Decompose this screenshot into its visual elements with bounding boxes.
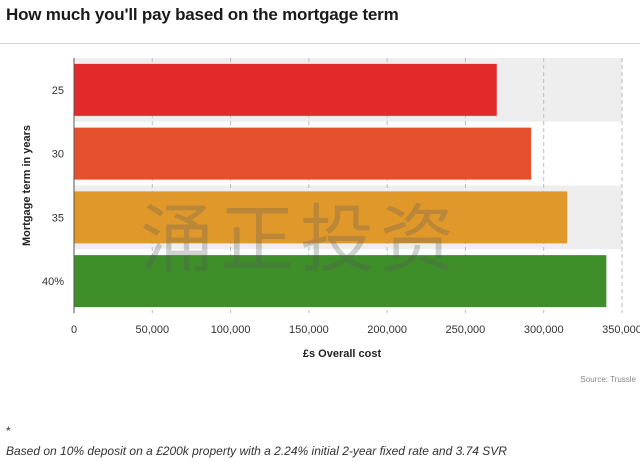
bar-35 — [74, 191, 568, 244]
x-tick-label: 250,000 — [446, 324, 486, 336]
x-tick-labels: 0 50,000 100,000 150,000 200,000 250,000 300,0… — [71, 324, 640, 336]
y-axis-title: Mortgage term in years — [21, 125, 33, 246]
x-tick-label: 100,000 — [211, 324, 251, 336]
x-axis-title: £s Overall cost — [303, 348, 382, 360]
x-tick-label: 300,000 — [524, 324, 564, 336]
footnote-marker: * — [6, 424, 11, 438]
y-tick-label: 30 — [52, 149, 64, 161]
x-tick-label: 50,000 — [135, 324, 169, 336]
y-tick-labels: 25 30 35 40% — [42, 85, 64, 288]
x-tick-label: 0 — [71, 324, 77, 336]
source-note: Source: Trussle — [580, 375, 636, 384]
x-tick-label: 150,000 — [289, 324, 329, 336]
y-tick-label: 35 — [52, 212, 64, 224]
bar-40% — [74, 255, 607, 308]
bar-30 — [74, 127, 532, 180]
title-divider — [0, 43, 640, 44]
chart-title: How much you'll pay based on the mortgag… — [6, 5, 399, 24]
y-tick-label: 25 — [52, 85, 64, 97]
y-tick-label: 40% — [42, 276, 64, 288]
bar-chart: 25 30 35 40% 0 50,000 100,000 150,000 200,000 25… — [21, 58, 640, 360]
bar-25 — [74, 63, 497, 116]
footnote-text: Based on 10% deposit on a £200k property… — [6, 444, 507, 458]
x-tick-label: 350,000 — [602, 324, 640, 336]
bars — [74, 63, 607, 308]
x-tick-label: 200,000 — [367, 324, 407, 336]
